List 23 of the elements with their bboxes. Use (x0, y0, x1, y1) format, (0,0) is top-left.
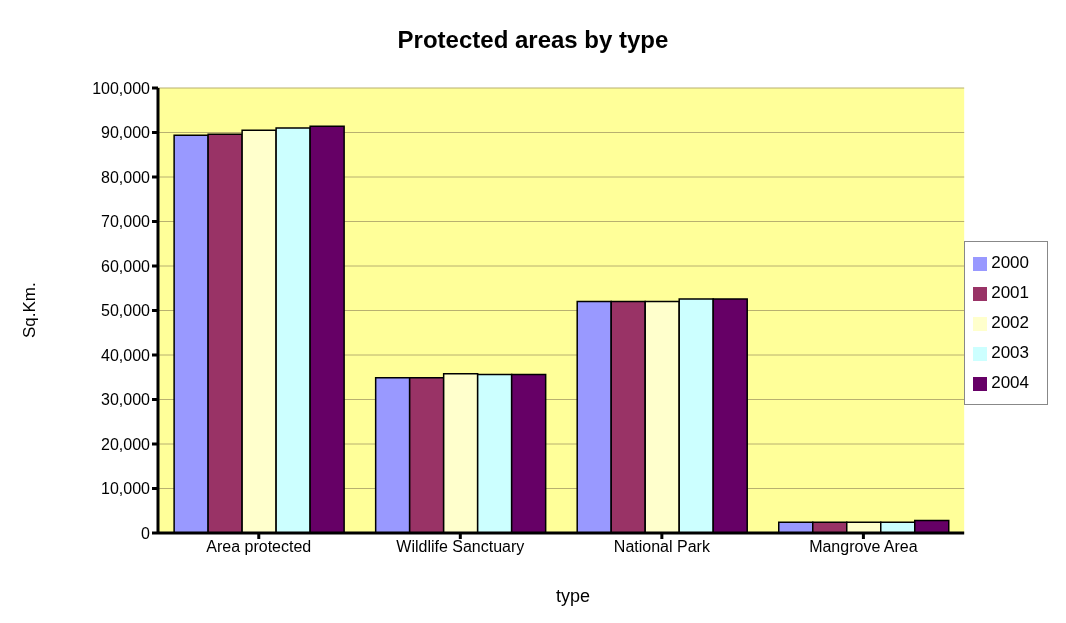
y-tick-label: 100,000 (92, 79, 151, 97)
legend-label: 2002 (991, 313, 1029, 332)
y-tick-label: 0 (141, 524, 151, 542)
x-tick-label: Wildlife Sanctuary (396, 538, 525, 556)
y-axis-title: Sq.Km. (20, 282, 39, 338)
y-tick-label: 70,000 (101, 213, 151, 231)
legend-label: 2000 (991, 253, 1029, 272)
chart-title: Protected areas by type (396, 25, 670, 55)
y-tick-label: 20,000 (101, 435, 151, 453)
x-axis-title: type (555, 586, 591, 607)
legend-label: 2003 (991, 343, 1029, 362)
x-tick-label: Area protected (206, 538, 312, 556)
x-tick-label: Mangrove Area (809, 538, 918, 556)
y-tick-label: 30,000 (101, 391, 151, 409)
y-tick-label: 50,000 (101, 302, 151, 320)
y-tick-label: 90,000 (101, 124, 151, 142)
legend-label: 2004 (991, 373, 1029, 392)
x-tick-label: National Park (613, 538, 711, 556)
legend-label: 2001 (991, 283, 1029, 302)
y-tick-label: 40,000 (101, 346, 151, 364)
y-tick-label: 60,000 (101, 257, 151, 275)
y-tick-label: 10,000 (101, 480, 151, 498)
y-tick-label: 80,000 (101, 168, 151, 186)
